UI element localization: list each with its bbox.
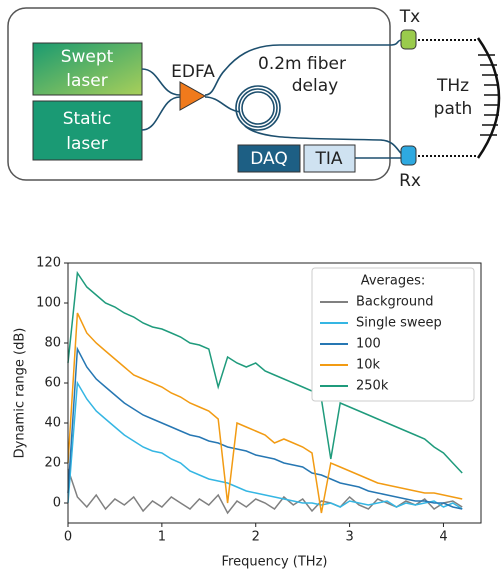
series-line <box>67 380 463 510</box>
label: Tx <box>399 7 420 27</box>
x-tick-label: 4 <box>439 530 447 545</box>
x-axis-label: Frequency (THz) <box>222 555 328 570</box>
label: Swept <box>61 47 114 67</box>
y-tick-label: 80 <box>44 336 61 351</box>
legend-title: Averages: <box>361 274 426 289</box>
legend-box <box>311 267 475 402</box>
label: delay <box>292 76 338 96</box>
label: Static <box>63 109 112 129</box>
chart: 0 20 40 60 80 100 120 0 1 2 3 4 Frequency (THz) Dynam… <box>13 256 482 570</box>
legend-label: 250k <box>356 379 389 394</box>
enclosure <box>7 7 391 181</box>
tx-antenna <box>400 29 417 50</box>
legend-label: 100 <box>356 337 381 352</box>
fibers <box>141 39 403 159</box>
daq-box <box>237 144 301 173</box>
x-tick-label: 3 <box>345 530 353 545</box>
label: THz <box>436 76 469 96</box>
series-line <box>67 270 463 474</box>
label: TIA <box>314 149 342 169</box>
legend-label: Background <box>356 295 434 310</box>
y-tick-label: 100 <box>36 296 61 311</box>
y-axis-label: Dynamic range (dB) <box>13 328 28 459</box>
label: laser <box>66 134 107 154</box>
label: laser <box>66 71 107 91</box>
thz-beam <box>418 37 501 159</box>
plot-frame <box>67 262 482 524</box>
legend-label: Single sweep <box>356 316 442 331</box>
label: EDFA <box>171 62 215 82</box>
label: path <box>434 99 473 119</box>
x-tick-label: 2 <box>252 530 260 545</box>
series-line <box>67 346 463 510</box>
y-tick-label: 20 <box>44 456 61 471</box>
x-tick-label: 0 <box>64 530 72 545</box>
rx-antenna <box>400 145 417 166</box>
y-tick-label: 0 <box>53 496 61 511</box>
series-line <box>67 468 463 515</box>
label: Rx <box>399 171 421 191</box>
tia-box <box>303 144 356 173</box>
static-laser-box <box>32 100 143 161</box>
legend-label: 10k <box>356 358 381 373</box>
x-tick-label: 1 <box>158 530 166 545</box>
series-line <box>67 312 463 514</box>
edfa-amplifier <box>179 81 207 111</box>
label: DAQ <box>250 149 288 169</box>
label: 0.2m fiber <box>258 54 346 74</box>
swept-laser-box <box>32 42 143 96</box>
y-tick-label: 120 <box>36 256 61 271</box>
y-tick-label: 60 <box>44 376 61 391</box>
y-tick-label: 40 <box>44 416 61 431</box>
thz-path-hatch <box>478 54 499 136</box>
